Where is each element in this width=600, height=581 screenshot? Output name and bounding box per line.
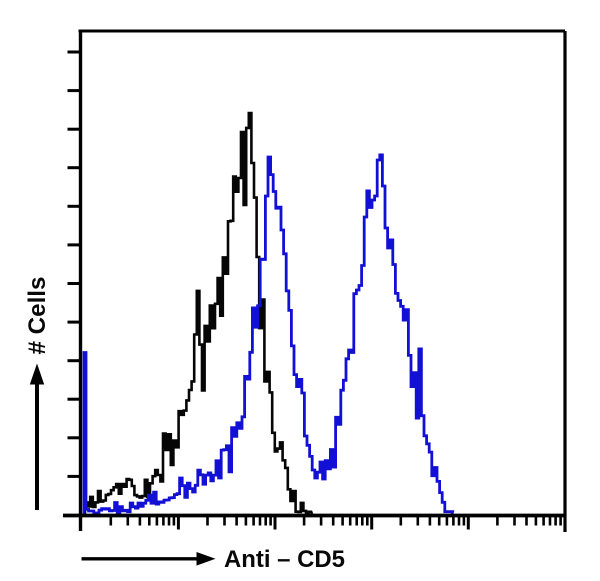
svg-text:Anti – CD5: Anti – CD5 bbox=[224, 546, 345, 573]
svg-text:# Cells: # Cells bbox=[24, 277, 51, 355]
